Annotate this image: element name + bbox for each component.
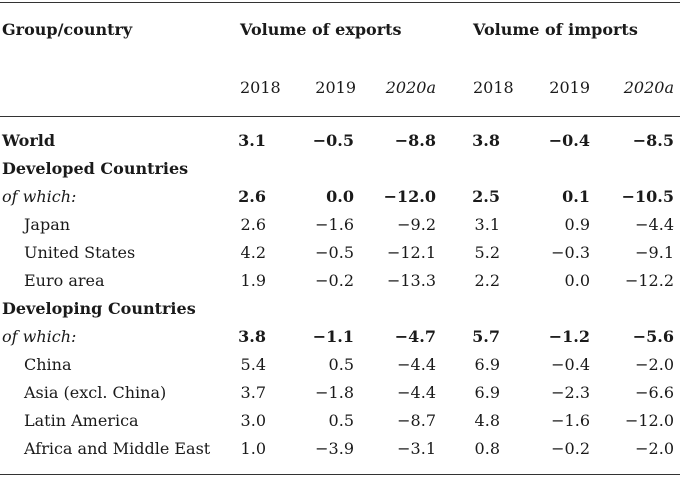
table-cell: −0.5 [312, 131, 354, 150]
table-cell: 5.7 [472, 327, 500, 346]
table-cell: 5.4 [240, 355, 266, 374]
table-cell: 1.0 [240, 439, 266, 458]
table-cell: −8.7 [397, 411, 436, 430]
table-cell: −4.7 [394, 327, 436, 346]
row-label: Developed Countries [2, 159, 189, 178]
table-cell: −0.2 [551, 439, 590, 458]
table-cell: 2.6 [240, 215, 266, 234]
table-cell: −4.4 [397, 383, 436, 402]
table-cell: −4.4 [635, 215, 674, 234]
table-cell: 0.8 [474, 439, 500, 458]
year-header: 2020a [385, 78, 436, 97]
row-label: of which: [2, 327, 77, 346]
bottom-rule [0, 474, 680, 475]
table-cell: 6.9 [474, 355, 500, 374]
table-cell: −13.3 [386, 271, 436, 290]
table-cell: 6.9 [474, 383, 500, 402]
table-cell: −0.3 [551, 243, 590, 262]
row-label: Euro area [24, 271, 105, 290]
table-cell: 4.8 [474, 411, 500, 430]
table-cell: 0.5 [328, 355, 354, 374]
table-cell: −0.4 [551, 355, 590, 374]
row-label: World [2, 131, 56, 150]
header-group-country: Group/country [2, 20, 133, 39]
table-cell: 2.5 [472, 187, 500, 206]
table-cell: 4.2 [240, 243, 266, 262]
table-cell: 0.0 [564, 271, 590, 290]
table-cell: 3.1 [474, 215, 500, 234]
table-cell: 0.0 [326, 187, 354, 206]
table-cell: −2.0 [635, 439, 674, 458]
table-cell: 3.1 [238, 131, 266, 150]
row-label: Asia (excl. China) [24, 383, 167, 402]
header-rule [0, 116, 680, 117]
year-header: 2019 [549, 78, 590, 97]
table-cell: −12.0 [624, 411, 674, 430]
row-label: of which: [2, 187, 77, 206]
table-cell: −3.9 [315, 439, 354, 458]
table-cell: 3.8 [238, 327, 266, 346]
table-cell: −8.5 [632, 131, 674, 150]
year-header: 2020a [623, 78, 674, 97]
table-cell: −0.4 [548, 131, 590, 150]
table-cell: 3.7 [240, 383, 266, 402]
top-rule [0, 2, 680, 3]
table-cell: −9.2 [397, 215, 436, 234]
table-cell: −2.3 [551, 383, 590, 402]
table-cell: −1.8 [315, 383, 354, 402]
year-header: 2018 [240, 78, 281, 97]
table-cell: −1.6 [551, 411, 590, 430]
table-cell: −4.4 [397, 355, 436, 374]
table-cell: −12.0 [383, 187, 436, 206]
header-volume-imports: Volume of imports [473, 20, 638, 39]
table-cell: −0.2 [315, 271, 354, 290]
row-label: Japan [24, 215, 71, 234]
table-cell: −2.0 [635, 355, 674, 374]
table-cell: 0.9 [564, 215, 590, 234]
table-cell: −1.6 [315, 215, 354, 234]
table-cell: 2.6 [238, 187, 266, 206]
table-cell: −12.1 [386, 243, 436, 262]
table-cell: −1.2 [548, 327, 590, 346]
table-cell: 3.0 [240, 411, 266, 430]
table-cell: 2.2 [474, 271, 500, 290]
table-cell: 5.2 [474, 243, 500, 262]
table-cell: −8.8 [394, 131, 436, 150]
table-cell: 0.1 [562, 187, 590, 206]
table-cell: −9.1 [635, 243, 674, 262]
row-label: Latin America [24, 411, 139, 430]
table-cell: −12.2 [624, 271, 674, 290]
table-cell: 3.8 [472, 131, 500, 150]
table-cell: −1.1 [312, 327, 354, 346]
table-cell: −10.5 [621, 187, 674, 206]
row-label: Africa and Middle East [24, 439, 211, 458]
table-cell: 0.5 [328, 411, 354, 430]
year-header: 2019 [315, 78, 356, 97]
row-label: China [24, 355, 72, 374]
row-label: Developing Countries [2, 299, 196, 318]
table-cell: −0.5 [315, 243, 354, 262]
table-cell: −5.6 [632, 327, 674, 346]
year-header: 2018 [473, 78, 514, 97]
row-label: United States [24, 243, 136, 262]
table-cell: 1.9 [240, 271, 266, 290]
table-cell: −6.6 [635, 383, 674, 402]
table-cell: −3.1 [397, 439, 436, 458]
header-volume-exports: Volume of exports [240, 20, 402, 39]
